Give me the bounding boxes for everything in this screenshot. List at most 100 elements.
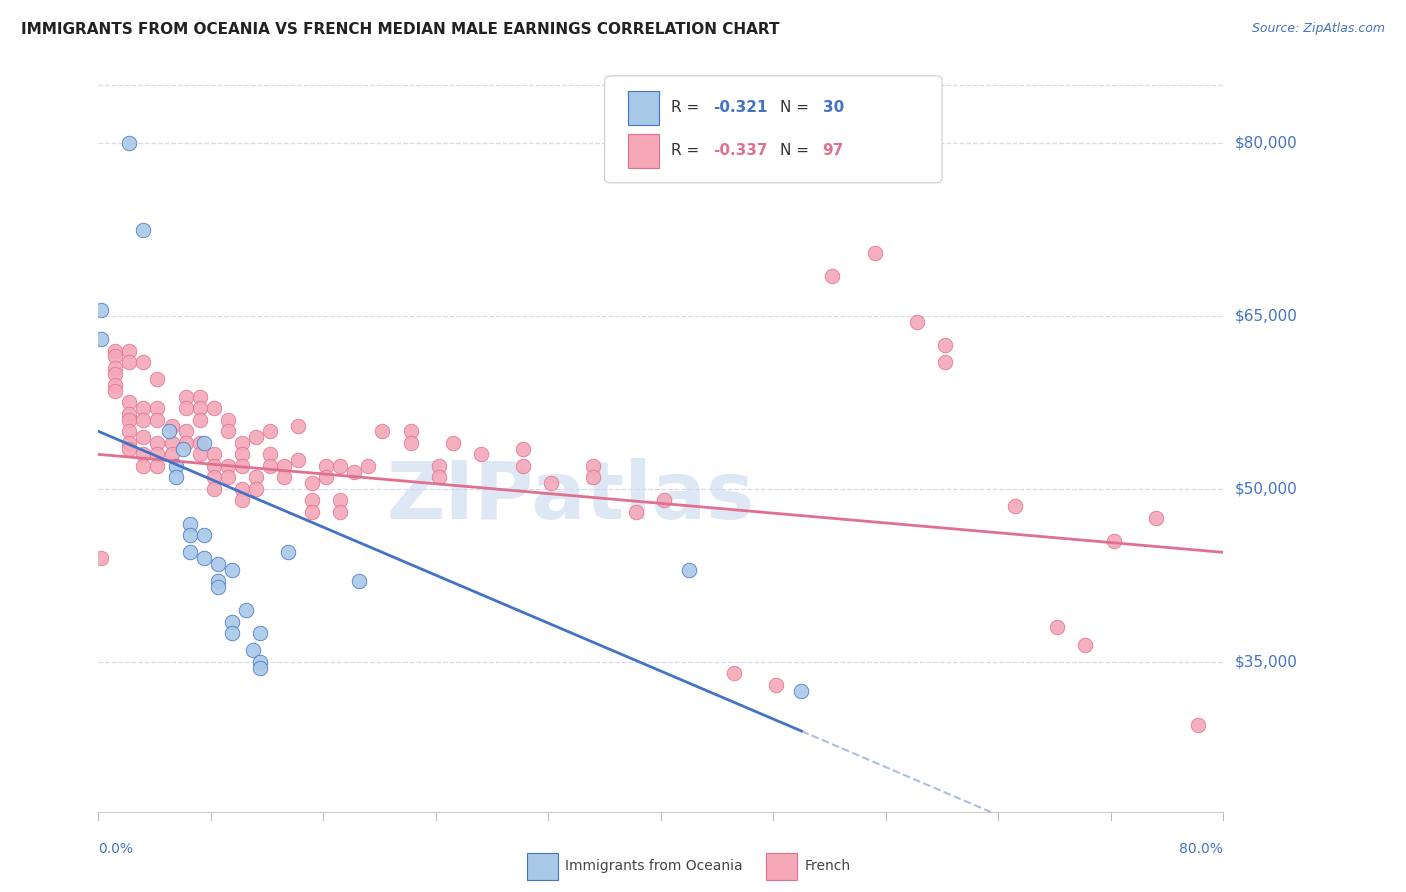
Point xyxy=(235,603,257,617)
Point xyxy=(249,626,271,640)
Point xyxy=(1074,638,1097,652)
Text: R =: R = xyxy=(671,144,704,159)
Point xyxy=(231,458,253,473)
Point xyxy=(146,413,169,427)
Point xyxy=(104,343,127,358)
Point xyxy=(202,447,225,461)
Point xyxy=(179,545,201,559)
Text: $80,000: $80,000 xyxy=(1234,136,1298,151)
Text: French: French xyxy=(804,859,851,873)
Text: IMMIGRANTS FROM OCEANIA VS FRENCH MEDIAN MALE EARNINGS CORRELATION CHART: IMMIGRANTS FROM OCEANIA VS FRENCH MEDIAN… xyxy=(21,22,779,37)
Point xyxy=(207,574,229,589)
Point xyxy=(202,401,225,416)
Point xyxy=(301,505,323,519)
Point xyxy=(1004,500,1026,514)
Point xyxy=(273,458,295,473)
Point xyxy=(132,401,155,416)
Point xyxy=(217,470,239,484)
Point xyxy=(1046,620,1069,634)
Point xyxy=(118,343,141,358)
Point xyxy=(90,303,112,318)
Point xyxy=(231,493,253,508)
Point xyxy=(512,458,534,473)
Point xyxy=(217,425,239,439)
Text: 97: 97 xyxy=(823,144,844,159)
Text: $50,000: $50,000 xyxy=(1234,482,1298,497)
Point xyxy=(624,505,647,519)
Point xyxy=(132,447,155,461)
Point xyxy=(202,458,225,473)
Point xyxy=(249,655,271,669)
Point xyxy=(118,136,141,150)
Point xyxy=(146,435,169,450)
Text: R =: R = xyxy=(671,100,704,115)
Text: Source: ZipAtlas.com: Source: ZipAtlas.com xyxy=(1251,22,1385,36)
Point xyxy=(221,615,243,629)
Point xyxy=(790,683,813,698)
Text: N =: N = xyxy=(780,100,814,115)
Text: ZIPatlas: ZIPatlas xyxy=(387,458,755,536)
Text: 80.0%: 80.0% xyxy=(1180,842,1223,856)
Point xyxy=(441,435,464,450)
Point xyxy=(512,442,534,456)
Text: N =: N = xyxy=(780,144,814,159)
Text: 0.0%: 0.0% xyxy=(98,842,134,856)
Point xyxy=(427,470,450,484)
Point xyxy=(160,435,183,450)
Point xyxy=(157,425,180,439)
Point xyxy=(329,458,352,473)
Point xyxy=(765,678,787,692)
Point xyxy=(165,470,187,484)
Point xyxy=(259,425,281,439)
Point xyxy=(179,516,201,531)
Point xyxy=(172,442,194,456)
Point xyxy=(399,425,422,439)
Point xyxy=(174,435,197,450)
Point xyxy=(357,458,380,473)
Point xyxy=(179,528,201,542)
Point xyxy=(277,545,299,559)
Point xyxy=(301,493,323,508)
Point xyxy=(90,551,112,566)
Point xyxy=(217,413,239,427)
Point xyxy=(104,360,127,375)
Text: Immigrants from Oceania: Immigrants from Oceania xyxy=(565,859,742,873)
Point xyxy=(174,401,197,416)
Point xyxy=(723,666,745,681)
Point xyxy=(259,447,281,461)
Point xyxy=(160,418,183,433)
Point xyxy=(315,470,337,484)
Point xyxy=(231,447,253,461)
Point xyxy=(273,470,295,484)
Point xyxy=(174,425,197,439)
Point xyxy=(217,458,239,473)
Point xyxy=(146,372,169,386)
Point xyxy=(188,447,211,461)
Point xyxy=(343,465,366,479)
Point xyxy=(371,425,394,439)
Point xyxy=(221,626,243,640)
Point xyxy=(146,447,169,461)
Point xyxy=(287,418,309,433)
Point xyxy=(347,574,370,589)
Point xyxy=(1187,718,1209,732)
Text: $65,000: $65,000 xyxy=(1234,309,1298,324)
Point xyxy=(146,458,169,473)
Point xyxy=(118,413,141,427)
Point xyxy=(934,355,956,369)
Text: -0.321: -0.321 xyxy=(713,100,768,115)
Point xyxy=(188,435,211,450)
Point xyxy=(188,401,211,416)
Point xyxy=(1144,510,1167,524)
Point xyxy=(242,643,264,657)
Point xyxy=(399,435,422,450)
Point xyxy=(315,458,337,473)
Point xyxy=(193,528,215,542)
Point xyxy=(207,580,229,594)
Point xyxy=(245,470,267,484)
Point xyxy=(582,470,605,484)
Point xyxy=(132,413,155,427)
Point xyxy=(245,482,267,496)
Point xyxy=(231,482,253,496)
Point xyxy=(118,355,141,369)
